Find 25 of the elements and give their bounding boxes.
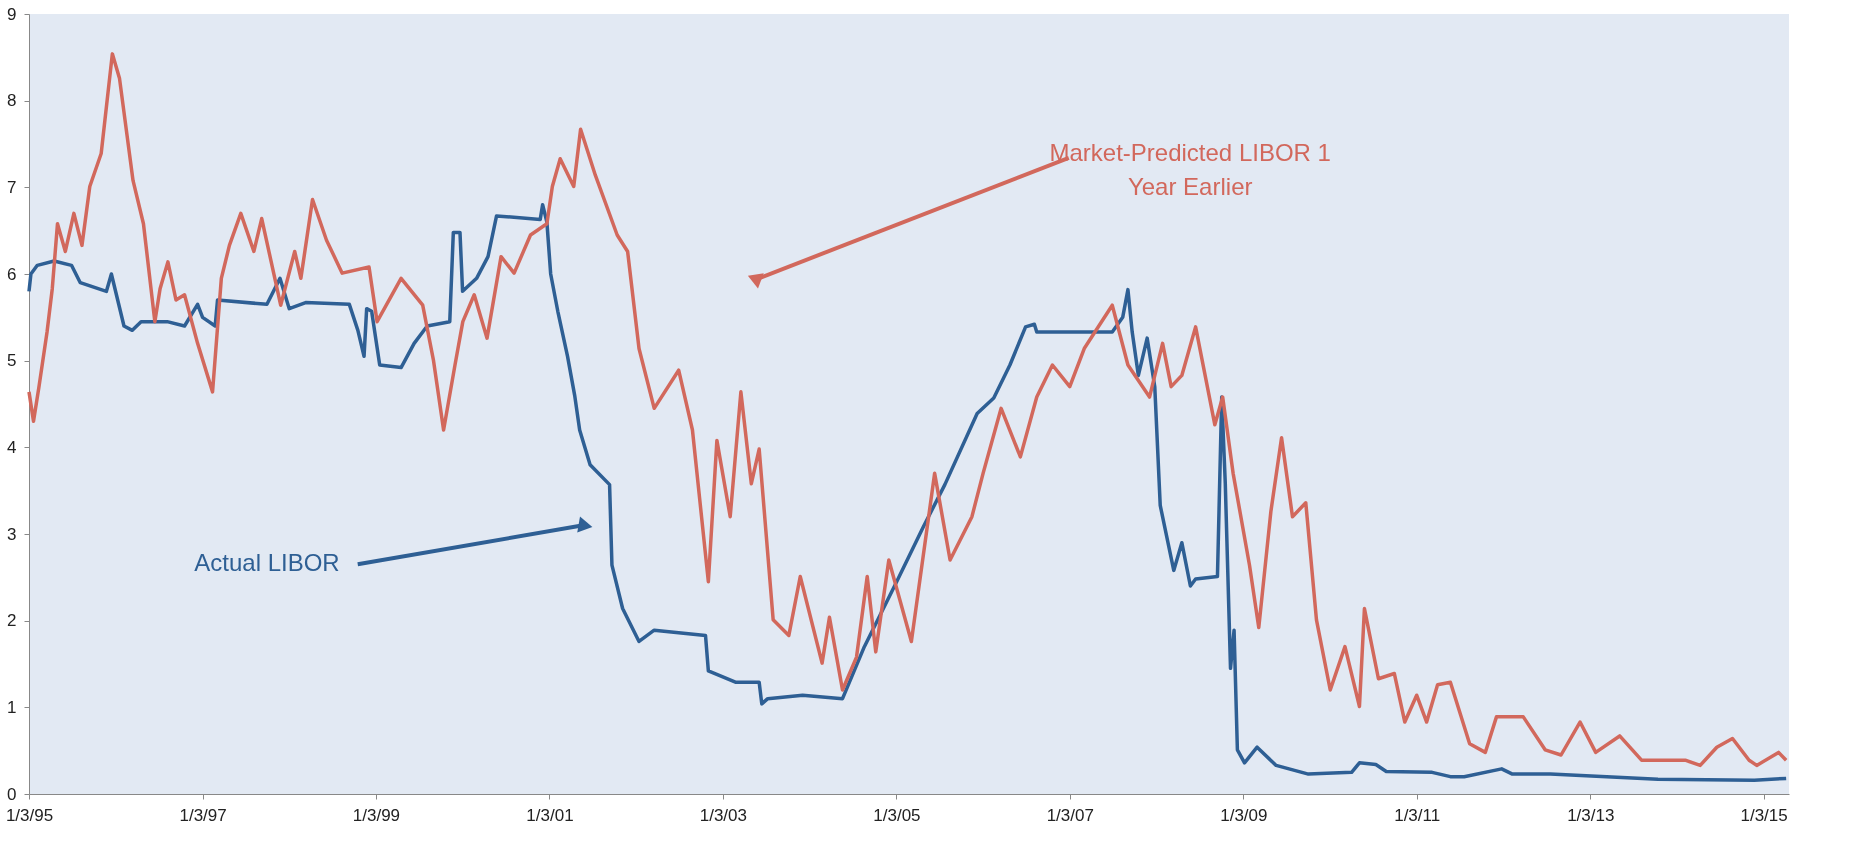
x-tick-label: 1/3/03	[699, 805, 747, 825]
annotation: Market-Predicted LIBOR 1 Year Earlier	[1049, 138, 1331, 200]
x-tick-label: 1/3/95	[5, 805, 54, 825]
x-tick-label: 1/3/07	[1046, 805, 1094, 825]
y-tick-label: 8	[7, 91, 17, 111]
y-tick-label: 5	[7, 351, 17, 371]
y-tick-label: 0	[7, 784, 17, 804]
x-tick-label: 1/3/99	[352, 805, 401, 825]
x-tick-label: 1/3/13	[1567, 805, 1615, 825]
x-tick-label: 1/3/01	[526, 805, 574, 825]
y-tick-label: 7	[7, 177, 17, 197]
y-tick-label: 6	[7, 264, 17, 284]
y-tick-label: 1	[7, 697, 17, 717]
y-tick-label: 9	[7, 4, 17, 24]
y-tick-label: 2	[7, 611, 17, 631]
x-tick-label: 1/3/15	[1740, 805, 1788, 825]
annotation: Actual LIBOR	[194, 549, 340, 577]
y-tick-label: 3	[7, 524, 17, 544]
x-tick-label: 1/3/97	[179, 805, 227, 825]
y-tick-label: 4	[7, 437, 17, 457]
x-tick-label: 1/3/09	[1220, 805, 1268, 825]
line-series	[27, 202, 1788, 782]
x-tick-label: 1/3/05	[873, 805, 921, 825]
x-tick-label: 1/3/11	[1394, 805, 1441, 825]
line-series	[27, 52, 1788, 768]
